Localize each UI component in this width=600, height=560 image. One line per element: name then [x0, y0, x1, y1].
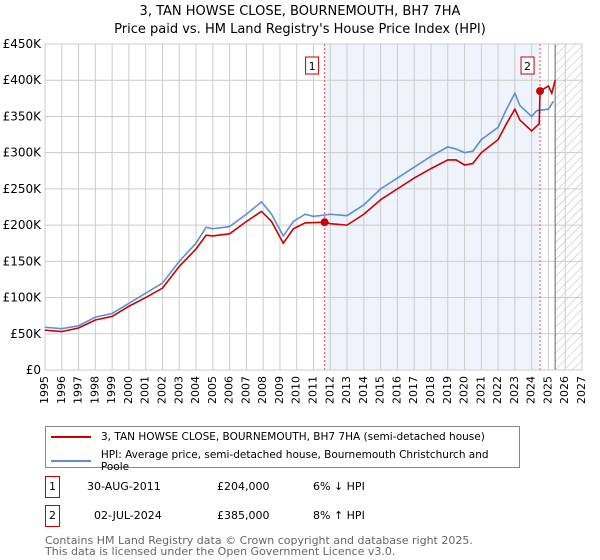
y-tick-label: £400K — [3, 73, 43, 87]
y-tick-label: £0 — [26, 363, 41, 377]
annotation-label: 1 — [309, 60, 316, 73]
x-tick-label: 2000 — [122, 376, 135, 404]
x-tick-label: 2019 — [441, 376, 454, 404]
x-tick-label: 2009 — [273, 376, 286, 404]
x-tick-label: 1996 — [55, 376, 68, 404]
legend-swatch-red — [51, 436, 91, 438]
x-tick-label: 2003 — [172, 376, 185, 404]
series-line — [44, 80, 556, 333]
legend-swatch-blue — [51, 460, 91, 462]
y-tick-label: £250K — [3, 182, 43, 196]
y-tick-label: £350K — [3, 109, 43, 123]
sale-hpi: 8% ↑ HPI — [313, 509, 365, 522]
sale-hpi: 6% ↓ HPI — [313, 480, 365, 493]
x-tick-label: 1998 — [88, 376, 101, 404]
x-tick-label: 2014 — [357, 376, 370, 404]
legend-item-property: 3, TAN HOWSE CLOSE, BOURNEMOUTH, BH7 7HA… — [51, 431, 485, 443]
x-tick-label: 2002 — [155, 376, 168, 404]
y-tick-label: £100K — [3, 291, 43, 305]
sale-marker: 2 — [45, 505, 60, 527]
sale-date: 30-AUG-2011 — [87, 480, 161, 493]
x-tick-label: 2004 — [189, 376, 202, 404]
x-tick-label: 2018 — [424, 376, 437, 404]
forecast-hatch — [555, 44, 582, 370]
sale-price: £385,000 — [217, 509, 270, 522]
x-tick-label: 2026 — [558, 376, 571, 404]
x-tick-label: 1999 — [105, 376, 118, 404]
sale-date: 02-JUL-2024 — [94, 509, 162, 522]
x-tick-label: 2021 — [474, 376, 487, 404]
annotation-box — [520, 56, 535, 75]
legend-label: HPI: Average price, semi-detached house,… — [100, 449, 489, 473]
x-tick-label: 2027 — [575, 376, 588, 404]
sale-period-shading — [324, 44, 541, 370]
x-tick-label: 2013 — [340, 376, 353, 404]
x-tick-label: 2007 — [239, 376, 252, 404]
chart-title: 3, TAN HOWSE CLOSE, BOURNEMOUTH, BH7 7HA — [139, 4, 461, 19]
footer-licence: This data is licensed under the Open Gov… — [45, 545, 396, 558]
x-tick-label: 2016 — [390, 376, 403, 404]
y-tick-label: £300K — [3, 146, 43, 160]
sale-price: £204,000 — [217, 480, 270, 493]
y-tick-label: £200K — [3, 218, 43, 232]
x-tick-label: 2006 — [223, 376, 236, 404]
x-tick-label: 2008 — [256, 376, 269, 404]
annotation-label: 2 — [524, 60, 531, 73]
x-tick-label: 2024 — [525, 376, 538, 404]
x-tick-label: 1995 — [38, 376, 51, 404]
sale-row: 2 02-JUL-2024 £385,000 8% ↑ HPI — [45, 505, 545, 527]
legend-item-hpi: HPI: Average price, semi-detached house,… — [51, 449, 519, 473]
x-tick-label: 2020 — [458, 376, 471, 404]
y-tick-label: £50K — [10, 327, 42, 341]
sale-marker: 1 — [45, 476, 60, 498]
sale-point — [536, 87, 545, 96]
y-tick-label: £150K — [3, 254, 43, 268]
plot-frame — [44, 43, 583, 371]
x-tick-label: 1997 — [72, 376, 85, 404]
x-tick-label: 2025 — [541, 376, 554, 404]
y-tick-label: £450K — [3, 37, 43, 51]
x-tick-label: 2022 — [491, 376, 504, 404]
sale-point — [320, 218, 329, 227]
footer-copyright: Contains HM Land Registry data © Crown c… — [45, 534, 473, 547]
legend-label: 3, TAN HOWSE CLOSE, BOURNEMOUTH, BH7 7HA… — [101, 431, 485, 443]
chart-subtitle: Price paid vs. HM Land Registry's House … — [114, 22, 486, 37]
x-tick-label: 2015 — [374, 376, 387, 404]
x-tick-label: 2005 — [206, 376, 219, 404]
x-tick-label: 2017 — [407, 376, 420, 404]
x-tick-label: 2001 — [139, 376, 152, 404]
series-line — [44, 91, 555, 330]
legend: 3, TAN HOWSE CLOSE, BOURNEMOUTH, BH7 7HA… — [45, 426, 520, 473]
x-tick-label: 2023 — [508, 376, 521, 404]
x-tick-label: 2012 — [323, 376, 336, 404]
annotation-box — [305, 56, 320, 75]
price-chart: 1995 1996 1997 1998 1999 2000 2001 2002 2003 2004… — [3, 37, 588, 404]
x-tick-label: 2010 — [290, 376, 303, 404]
x-tick-label: 2011 — [307, 376, 320, 404]
sale-row: 1 30-AUG-2011 £204,000 6% ↓ HPI — [45, 476, 545, 498]
